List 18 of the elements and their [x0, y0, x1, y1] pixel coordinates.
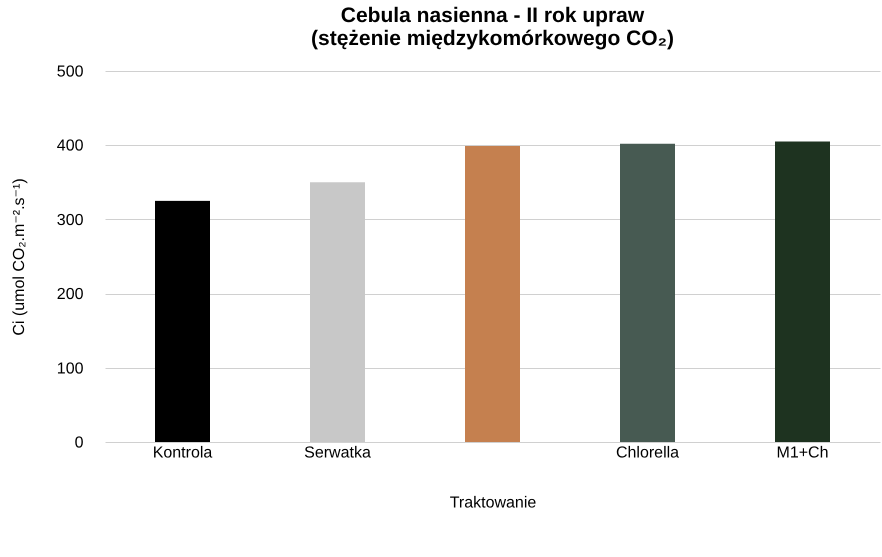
y-tick-label: 0	[74, 434, 84, 452]
text: Cebula nasienna - II rok upraw	[340, 4, 644, 27]
bar	[465, 146, 520, 442]
y-tick-label: 500	[56, 64, 84, 80]
x-tick-label: Serwatka	[304, 444, 371, 462]
x-tick-label: Chlorella	[616, 444, 680, 462]
x-tick-label: M1+Ch	[776, 444, 829, 462]
y-axis-title: Ci (umol CO₂.m⁻².s⁻¹)	[10, 178, 28, 336]
x-axis-title: Traktowanie	[450, 494, 536, 512]
y-tick-label: 300	[56, 212, 84, 229]
y-tick-label: 400	[56, 138, 84, 155]
x-tick-label: Kontrola	[152, 444, 212, 462]
bar	[620, 144, 675, 442]
bar	[775, 141, 830, 442]
y-tick-label: 200	[56, 286, 84, 304]
text: (stężenie międzykomórkowego CO₂)	[311, 27, 674, 50]
bar	[155, 200, 210, 442]
y-tick-label: 100	[56, 360, 84, 378]
